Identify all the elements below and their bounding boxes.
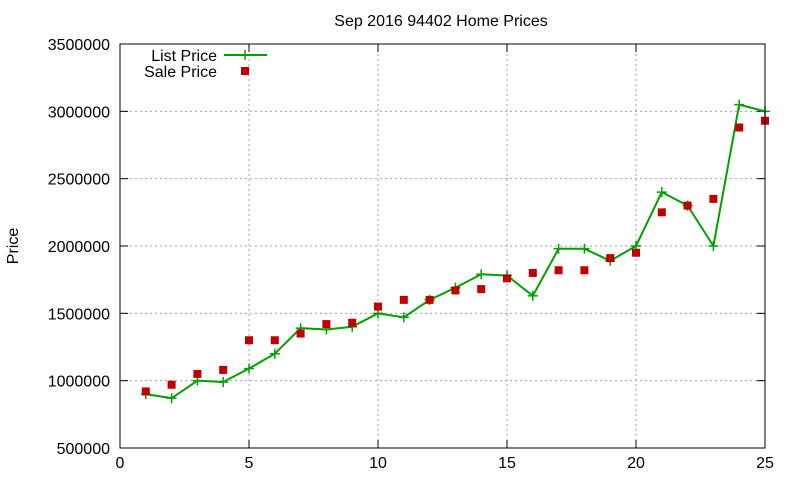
sale-price-point [580, 266, 589, 275]
sale-price-point [425, 295, 434, 304]
sale-price-point [270, 336, 279, 345]
series-layer [140, 99, 770, 404]
y-tick-label: 500000 [57, 441, 110, 458]
sale-price-point [399, 295, 408, 304]
list-price-point [656, 187, 667, 198]
list-price-point [579, 243, 590, 254]
list-price-point [398, 312, 409, 323]
sale-price-point [322, 320, 331, 329]
x-tick-label: 25 [756, 455, 774, 472]
sale-price-point [709, 194, 718, 203]
chart-title: Sep 2016 94402 Home Prices [334, 13, 547, 30]
series-list-price [140, 99, 770, 404]
list-price-point [553, 243, 564, 254]
legend-label: List Price [151, 48, 217, 65]
y-tick-label: 1000000 [48, 374, 110, 391]
sale-price-point [632, 248, 640, 257]
list-price-point [527, 290, 538, 301]
sale-price-point [657, 208, 666, 217]
sale-price-point [451, 286, 460, 295]
legend-label: Sale Price [144, 64, 217, 81]
list-price-point [476, 269, 487, 280]
x-tick-label: 15 [498, 455, 516, 472]
legend-swatch-marker [240, 50, 250, 60]
sale-price-point [193, 369, 202, 378]
sale-price-point [219, 365, 228, 374]
list-price-line [145, 103, 766, 400]
x-tick-label: 20 [627, 455, 645, 472]
y-axis-ticks: 500000 1000000 1500000 2000000 2500000 300000… [48, 37, 765, 458]
sale-price-point [374, 302, 382, 311]
sale-price-point [554, 266, 563, 275]
sale-price-point [735, 123, 744, 132]
grid-lines [120, 44, 765, 448]
sale-price-point [141, 387, 150, 396]
y-tick-label: 1500000 [48, 306, 110, 323]
sale-price-point [503, 274, 511, 283]
x-axis-ticks: 0 5 10 15 20 25 [116, 44, 774, 472]
x-tick-label: 0 [116, 455, 125, 472]
y-tick-label: 3500000 [48, 37, 110, 54]
x-tick-label: 10 [369, 455, 387, 472]
y-tick-label: 2000000 [48, 239, 110, 256]
sale-price-point [683, 201, 692, 210]
sale-price-point [348, 318, 357, 327]
list-price-point [218, 377, 229, 388]
x-tick-label: 5 [245, 455, 254, 472]
list-price-point [708, 241, 719, 251]
list-price-point [734, 99, 745, 110]
sale-price-point [167, 380, 176, 389]
y-axis-label: Price [5, 228, 22, 265]
sale-price-point [296, 329, 305, 338]
series-sale-price [141, 116, 769, 396]
sale-price-point [528, 268, 537, 277]
sale-price-point [606, 254, 615, 263]
y-tick-label: 2500000 [48, 172, 110, 189]
sale-price-point [477, 285, 486, 294]
list-price-point [269, 348, 280, 359]
y-tick-label: 3000000 [48, 104, 110, 121]
list-price-point [244, 363, 254, 374]
sale-price-point [245, 336, 253, 345]
list-price-point [166, 393, 177, 404]
plot-border [119, 43, 766, 449]
legend-swatch-square [241, 67, 249, 75]
